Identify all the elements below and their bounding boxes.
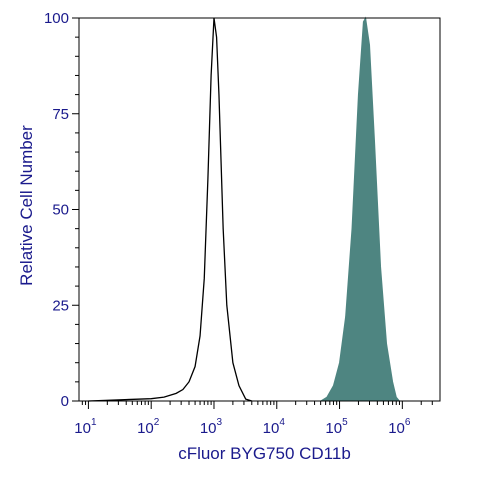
x-tick-label: 101	[74, 417, 97, 437]
histogram-outline-series	[88, 17, 252, 402]
histogram-filled-series	[318, 16, 401, 402]
x-tick-label: 106	[388, 417, 411, 437]
y-axis: 0 25 50 75 100	[44, 10, 79, 410]
x-tick-label: 104	[263, 417, 286, 437]
y-tick-label: 100	[44, 10, 69, 27]
x-axis-title: cFluor BYG750 CD11b	[178, 444, 351, 463]
x-tick-label: 105	[325, 417, 348, 437]
y-tick-label: 75	[52, 106, 69, 123]
x-axis: 101 102 103 104 105 106	[74, 401, 433, 437]
x-tick-label: 103	[200, 417, 223, 437]
y-tick-label: 0	[61, 393, 69, 410]
y-axis-title: Relative Cell Number	[17, 125, 36, 286]
plot-area	[88, 16, 401, 402]
x-tick-label: 102	[137, 417, 160, 437]
y-tick-label: 50	[52, 202, 69, 219]
y-tick-label: 25	[52, 297, 69, 314]
